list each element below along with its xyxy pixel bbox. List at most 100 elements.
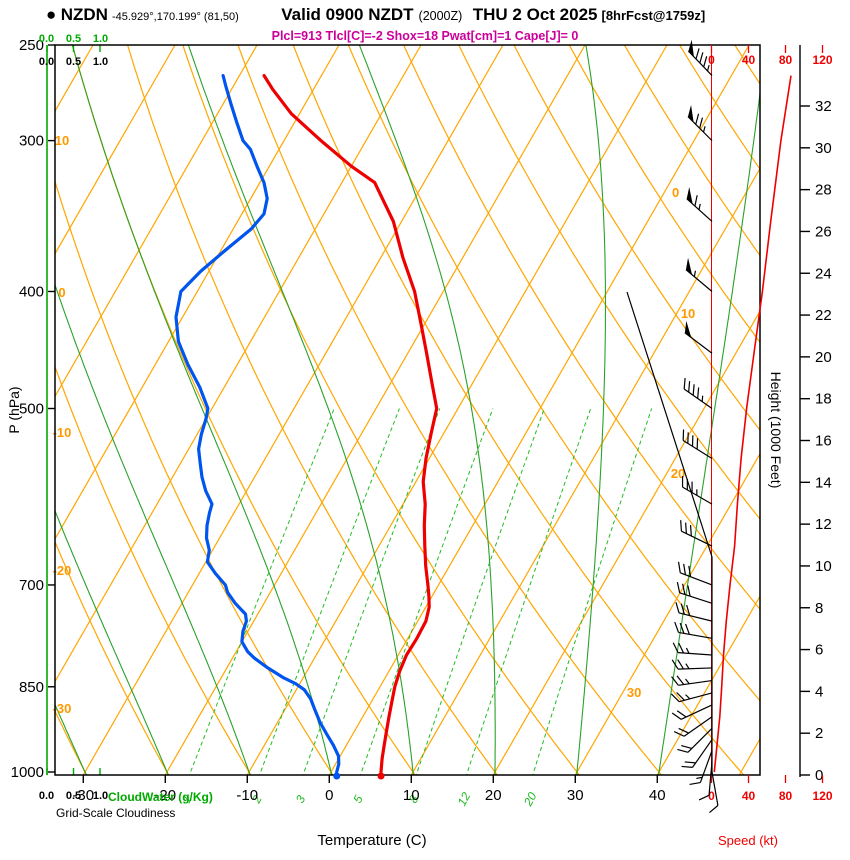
cloudwater-tick-label: 0.0 [38, 33, 55, 45]
svg-text:20: 20 [671, 466, 685, 481]
valid-date: THU 2 Oct 2025 [472, 5, 598, 24]
station-coords: -45.929°,170.199° (81,50) [111, 11, 239, 23]
cloudiness-scale-top: 0.0 0.5 1.0 [33, 56, 114, 68]
svg-text:4: 4 [815, 683, 823, 700]
svg-text:20: 20 [520, 790, 539, 810]
cloud-tick-label: 0.5 [65, 790, 82, 802]
cloudwater-axis [46, 45, 101, 775]
svg-text:2: 2 [815, 725, 823, 742]
svg-text:-10: -10 [53, 425, 72, 440]
cloud-scale-bottom: 0.0 0.5 1.0 [33, 790, 114, 802]
valid-time: Valid 0900 NZDT [281, 5, 414, 24]
temperature-axis-title: Temperature (C) [317, 832, 427, 849]
svg-text:8: 8 [815, 600, 823, 617]
svg-text:0: 0 [325, 787, 333, 804]
station-code: NZDN [60, 5, 108, 24]
svg-text:0: 0 [815, 767, 823, 784]
svg-text:120: 120 [812, 789, 832, 803]
svg-text:10: 10 [403, 787, 420, 804]
svg-text:-30: -30 [53, 701, 72, 716]
svg-text:80: 80 [779, 53, 793, 67]
boundary-line [626, 291, 713, 775]
svg-text:-10: -10 [236, 787, 258, 804]
svg-text:500: 500 [19, 401, 44, 418]
chart-title: ● NZDN -45.929°,170.199° (81,50) Valid 09… [46, 5, 850, 25]
svg-text:0: 0 [672, 185, 679, 200]
temperature-axis: -30 -20 -10 0 10 20 30 40 [72, 775, 666, 804]
svg-text:32: 32 [815, 98, 832, 115]
svg-text:20: 20 [485, 787, 502, 804]
wind-speed-curve [713, 75, 792, 773]
svg-text:300: 300 [19, 133, 44, 150]
svg-text:40: 40 [742, 53, 756, 67]
cloudwater-tick-label: 1.0 [92, 33, 109, 45]
svg-text:0: 0 [708, 53, 715, 67]
cloudiness-axis-label: Grid-Scale Cloudiness [56, 806, 176, 820]
inline-adiabat-labels: 10 0 -10 -20 -30 [53, 133, 72, 716]
svg-text:850: 850 [19, 679, 44, 696]
sounding-curves [174, 74, 439, 774]
svg-text:18: 18 [815, 391, 832, 408]
pressure-axis: 250 300 400 500 700 850 1000 [11, 37, 55, 781]
wind-barbs [670, 39, 719, 814]
speed-axis-title: Speed (kt) [718, 833, 778, 848]
mixing-ratio-grid [188, 408, 653, 775]
svg-text:12: 12 [455, 790, 474, 809]
cloud-tick-label: 0.0 [38, 790, 55, 802]
surface-temp-marker [377, 772, 385, 780]
svg-text:14: 14 [815, 474, 832, 491]
svg-text:0: 0 [58, 285, 65, 300]
station-bullet-icon: ● [46, 5, 57, 24]
svg-text:16: 16 [815, 433, 832, 450]
svg-text:-30: -30 [72, 787, 94, 804]
surface-markers [333, 772, 385, 780]
cloudiness-tick-label: 0.0 [38, 56, 55, 68]
svg-text:0: 0 [708, 789, 715, 803]
cloudiness-tick-label: 0.5 [65, 56, 82, 68]
svg-text:12: 12 [815, 516, 832, 533]
svg-text:26: 26 [815, 223, 832, 240]
svg-text:22: 22 [815, 307, 832, 324]
svg-text:28: 28 [815, 182, 832, 199]
temperature-curve [262, 74, 439, 774]
dewpoint-curve [174, 74, 341, 774]
svg-text:30: 30 [627, 685, 641, 700]
forecast-tag: [8hrFcst@1759z] [601, 8, 706, 23]
cloudwater-axis-label: CloudWater (g/Kg) [108, 790, 213, 804]
svg-text:3: 3 [293, 793, 309, 806]
height-axis-title: Height (1000 Feet) [768, 371, 784, 489]
cloud-tick-label: 1.0 [92, 790, 109, 802]
svg-text:400: 400 [19, 283, 44, 300]
stability-indices: Plcl=913 Tlcl[C]=-2 Shox=18 Pwat[cm]=1 C… [271, 29, 579, 43]
svg-text:10: 10 [815, 558, 832, 575]
svg-text:10: 10 [55, 133, 69, 148]
svg-text:40: 40 [649, 787, 666, 804]
svg-text:250: 250 [19, 37, 44, 54]
svg-text:120: 120 [812, 53, 832, 67]
inline-isotherm-labels: 0 10 20 30 [627, 185, 695, 700]
svg-text:24: 24 [815, 265, 832, 282]
svg-text:5: 5 [350, 793, 366, 806]
svg-text:20: 20 [815, 349, 832, 366]
cloudwater-scale-top: 0.0 0.5 1.0 [33, 33, 114, 45]
svg-text:6: 6 [815, 642, 823, 659]
svg-text:40: 40 [742, 789, 756, 803]
cloudwater-tick-label: 0.5 [65, 33, 82, 45]
svg-text:30: 30 [815, 140, 832, 157]
svg-text:700: 700 [19, 577, 44, 594]
svg-text:1000: 1000 [11, 764, 44, 781]
svg-text:-20: -20 [53, 563, 72, 578]
svg-text:10: 10 [681, 306, 695, 321]
valid-zulu: (2000Z) [418, 9, 463, 23]
svg-text:30: 30 [567, 787, 584, 804]
svg-text:80: 80 [779, 789, 793, 803]
plot-frame [54, 44, 761, 776]
surface-dewpoint-marker [333, 772, 341, 780]
pressure-axis-title: P (hPa) [6, 386, 22, 434]
cloudiness-tick-label: 1.0 [92, 56, 109, 68]
moist-adiabat-grid [55, 45, 760, 775]
